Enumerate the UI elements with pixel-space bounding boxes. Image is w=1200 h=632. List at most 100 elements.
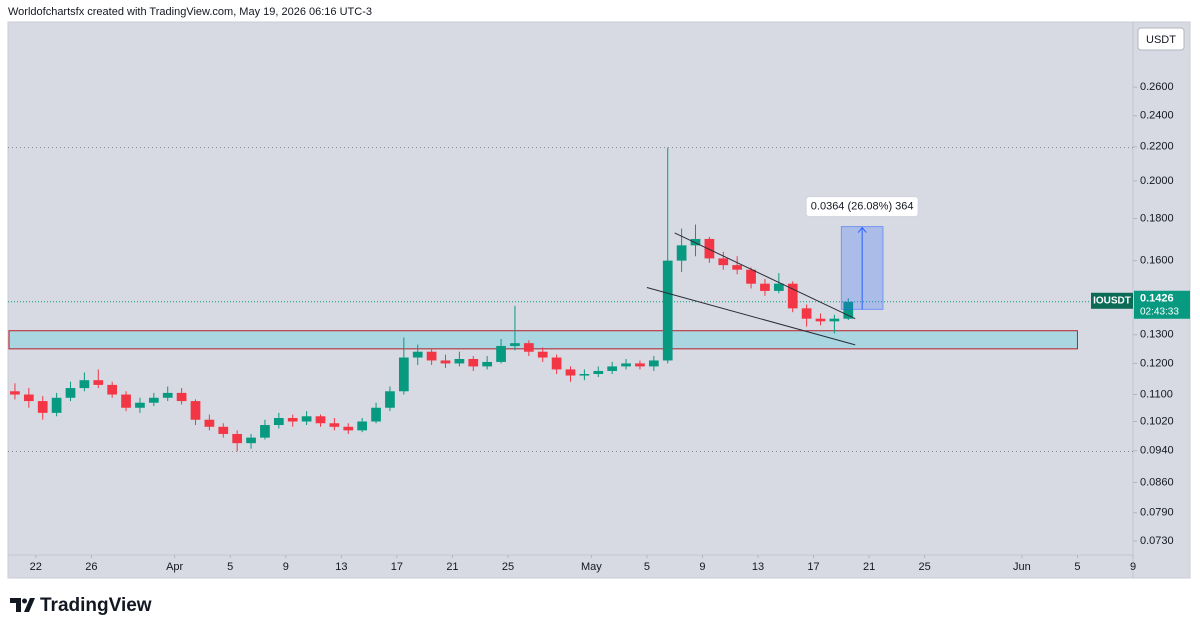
candle-body bbox=[148, 397, 159, 403]
x-tick-label: 22 bbox=[30, 561, 42, 573]
candle-body bbox=[190, 401, 201, 420]
candle-body bbox=[107, 384, 118, 395]
y-tick-label: 0.2600 bbox=[1140, 81, 1174, 93]
x-tick-label: 21 bbox=[863, 561, 875, 573]
y-tick-label: 0.2400 bbox=[1140, 110, 1174, 122]
measure-label: 0.0364 (26.08%) 364 bbox=[811, 200, 914, 212]
candle-body bbox=[551, 357, 562, 370]
y-tick-label: 0.0940 bbox=[1140, 445, 1174, 457]
candle-body bbox=[412, 351, 423, 358]
candle-body bbox=[579, 374, 590, 376]
candle-body bbox=[482, 361, 493, 367]
candle-body bbox=[343, 426, 354, 431]
candle-body bbox=[10, 391, 20, 395]
x-tick-label: 26 bbox=[85, 561, 97, 573]
candle-body bbox=[204, 419, 215, 427]
candle-body bbox=[287, 418, 298, 422]
x-tick-label: 13 bbox=[752, 561, 764, 573]
candle-body bbox=[662, 260, 673, 361]
x-tick-label: Apr bbox=[166, 561, 183, 573]
candle-body bbox=[787, 283, 798, 309]
candle-body bbox=[51, 397, 62, 413]
x-tick-label: Jun bbox=[1013, 561, 1031, 573]
y-tick-label: 0.1300 bbox=[1140, 329, 1174, 341]
countdown-label: 02:43:33 bbox=[1140, 306, 1179, 317]
candle-body bbox=[621, 363, 631, 367]
candle-body bbox=[371, 407, 381, 422]
currency-label[interactable]: USDT bbox=[1146, 34, 1176, 46]
candle-body bbox=[426, 351, 437, 361]
candle-body bbox=[329, 423, 340, 427]
candle-body bbox=[176, 392, 187, 402]
support-zone bbox=[8, 330, 1078, 350]
y-tick-label: 0.2000 bbox=[1140, 175, 1174, 187]
x-tick-label: 25 bbox=[919, 561, 931, 573]
currency-button[interactable] bbox=[1137, 27, 1185, 51]
candle-body bbox=[468, 358, 479, 367]
header-text: Worldofchartsfx created with TradingView… bbox=[8, 6, 372, 18]
candle-body bbox=[315, 416, 326, 424]
candle-body bbox=[301, 416, 312, 422]
candle-body bbox=[440, 360, 451, 364]
candle-body bbox=[93, 380, 104, 385]
trendline bbox=[674, 232, 856, 320]
y-tick-label: 0.1800 bbox=[1140, 212, 1174, 224]
x-tick-label: 5 bbox=[227, 561, 233, 573]
x-tick-label: 9 bbox=[699, 561, 705, 573]
candle-body bbox=[454, 358, 465, 364]
candle-body bbox=[23, 394, 34, 402]
candle-body bbox=[732, 265, 743, 270]
candle-body bbox=[357, 421, 368, 431]
candle-body bbox=[829, 318, 840, 322]
x-tick-label: 13 bbox=[335, 561, 347, 573]
footer-brand: TradingView bbox=[40, 595, 152, 616]
x-tick-label: 21 bbox=[446, 561, 458, 573]
y-tick-label: 0.0730 bbox=[1140, 535, 1174, 547]
x-tick-label: 17 bbox=[391, 561, 403, 573]
candle-body bbox=[690, 238, 701, 246]
candle-body bbox=[260, 425, 270, 438]
candle-body bbox=[135, 402, 145, 408]
measure-label-box bbox=[805, 196, 919, 218]
candle-body bbox=[607, 366, 618, 371]
candle-body bbox=[246, 437, 256, 444]
candle-body bbox=[635, 363, 645, 367]
symbol-label: IOUSDT bbox=[1093, 295, 1131, 306]
symbol-tag bbox=[1091, 292, 1133, 309]
plot-layer: 0.2600 0.2400 0.2200 0.2000 0.1800 0.1600 0.14… bbox=[8, 81, 1190, 573]
y-tick-label: 0.0860 bbox=[1140, 476, 1174, 488]
candle-body bbox=[704, 238, 715, 259]
y-tick-label: 0.1200 bbox=[1140, 357, 1174, 369]
candle-body bbox=[718, 258, 729, 266]
candle-body bbox=[121, 394, 131, 408]
candle-body bbox=[79, 380, 90, 389]
x-tick-label: 25 bbox=[502, 561, 514, 573]
candle-body bbox=[398, 357, 409, 392]
y-tick-label: 0.1100 bbox=[1140, 388, 1173, 400]
price-tag bbox=[1134, 290, 1190, 319]
y-tick-label: 0.1600 bbox=[1140, 255, 1174, 267]
candle-body bbox=[760, 283, 770, 291]
measure-arrowhead bbox=[857, 226, 867, 233]
candle-body bbox=[232, 433, 243, 444]
y-tick-label: 0.1020 bbox=[1140, 415, 1174, 427]
candle-body bbox=[801, 308, 812, 319]
x-tick-label: 9 bbox=[283, 561, 289, 573]
tradingview-logo bbox=[10, 598, 35, 612]
candle-body bbox=[593, 370, 604, 375]
x-tick-label: May bbox=[581, 561, 602, 573]
y-tick-label: 0.0790 bbox=[1140, 507, 1174, 519]
logo-icon bbox=[10, 598, 35, 612]
plot bbox=[8, 147, 1133, 452]
candle-body bbox=[843, 301, 854, 319]
y-tick-label: 0.2200 bbox=[1140, 141, 1174, 153]
candle-body bbox=[746, 269, 756, 284]
candle-body bbox=[273, 418, 284, 426]
x-tick-label: 5 bbox=[1074, 561, 1080, 573]
trendline bbox=[646, 287, 856, 346]
logo-dot bbox=[22, 598, 27, 604]
candle-body bbox=[162, 392, 173, 398]
candle-body bbox=[523, 343, 534, 352]
